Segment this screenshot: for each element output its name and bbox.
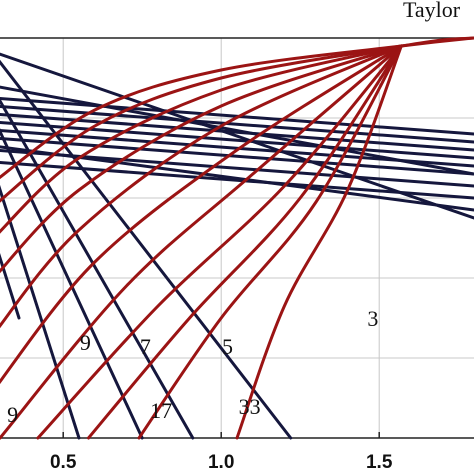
red-series-curve-9 <box>87 44 403 440</box>
annotation-label: 3 <box>367 306 378 331</box>
red-series-curve-6 <box>0 44 403 385</box>
red-series-curve-4 <box>0 44 403 274</box>
annotations: 3 5 7 9 9 17 33 <box>7 306 378 427</box>
dark-series-line-4 <box>0 104 474 144</box>
dark-series-line-10 <box>0 160 474 200</box>
x-tick-label: 0.5 <box>50 452 77 473</box>
dark-series-line-12 <box>0 59 293 440</box>
annotation-label: 5 <box>222 334 233 359</box>
dark-series-line-7 <box>0 128 474 168</box>
dark-series-line-8 <box>0 136 474 176</box>
annotation-label: 17 <box>150 398 172 423</box>
annotation-label: 7 <box>140 334 151 359</box>
x-tick-labels: 0.5 1.0 1.5 <box>50 452 393 473</box>
annotation-label: 33 <box>239 394 261 419</box>
x-tick-label: 1.5 <box>366 452 393 473</box>
red-series-curve-10 <box>137 44 403 440</box>
dark-series-line-1 <box>0 52 474 220</box>
red-series-curve-7 <box>0 44 403 440</box>
red-series-curve-11 <box>235 44 403 440</box>
dark-series-line-5 <box>0 112 474 152</box>
dark-series-line-14 <box>0 128 144 440</box>
annotation-label: 9 <box>80 330 91 355</box>
red-series-group <box>0 36 474 440</box>
red-series-curve-3 <box>0 44 403 234</box>
x-tick-label: 1.0 <box>208 452 234 473</box>
dark-series-line-3 <box>0 96 474 136</box>
dark-series-line-6 <box>0 120 474 160</box>
red-series-curve-8 <box>36 44 403 440</box>
red-series-curve-2 <box>0 44 403 203</box>
annotation-label: 9 <box>7 402 18 427</box>
dark-series-group <box>0 52 474 440</box>
chart-title: Taylor <box>403 0 461 22</box>
red-series-curve-5 <box>0 44 403 329</box>
red-series-curve-12 <box>399 36 474 48</box>
dark-series-line-15 <box>0 184 81 440</box>
